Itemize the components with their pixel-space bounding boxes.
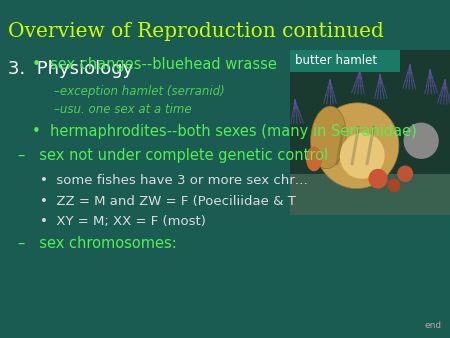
Text: –exception hamlet (serranid): –exception hamlet (serranid) bbox=[54, 85, 225, 98]
Bar bbox=[335, 126, 345, 165]
Text: Overview of Reproduction continued: Overview of Reproduction continued bbox=[8, 22, 384, 41]
Text: •  hermaphrodites--both sexes (many in Serranidae): • hermaphrodites--both sexes (many in Se… bbox=[32, 124, 416, 139]
Ellipse shape bbox=[369, 169, 387, 189]
Ellipse shape bbox=[310, 106, 346, 169]
Text: –   sex not under complete genetic control: – sex not under complete genetic control bbox=[18, 148, 328, 163]
Ellipse shape bbox=[397, 166, 413, 182]
Text: •  sex changes--bluehead wrasse: • sex changes--bluehead wrasse bbox=[32, 57, 276, 72]
Ellipse shape bbox=[387, 179, 400, 192]
Text: –   sex chromosomes:: – sex chromosomes: bbox=[18, 236, 177, 251]
Bar bbox=[290, 50, 450, 215]
Ellipse shape bbox=[404, 123, 439, 159]
Text: –usu. one sex at a time: –usu. one sex at a time bbox=[54, 103, 192, 116]
Bar bbox=[350, 126, 360, 165]
Bar bbox=[365, 126, 375, 165]
Ellipse shape bbox=[306, 147, 322, 171]
Text: •  XY = M; XX = F (most): • XY = M; XX = F (most) bbox=[40, 215, 207, 228]
Text: end: end bbox=[425, 321, 442, 330]
Bar bbox=[290, 50, 400, 72]
Text: butter hamlet: butter hamlet bbox=[295, 54, 377, 68]
Text: •  ZZ = M and ZW = F (Poeciliidae & T: • ZZ = M and ZW = F (Poeciliidae & T bbox=[40, 195, 297, 208]
Ellipse shape bbox=[340, 132, 385, 179]
Ellipse shape bbox=[315, 103, 399, 189]
Text: 3.  Physiology: 3. Physiology bbox=[8, 60, 133, 78]
Text: •  some fishes have 3 or more sex chr…: • some fishes have 3 or more sex chr… bbox=[40, 174, 308, 187]
Bar bbox=[290, 174, 450, 215]
